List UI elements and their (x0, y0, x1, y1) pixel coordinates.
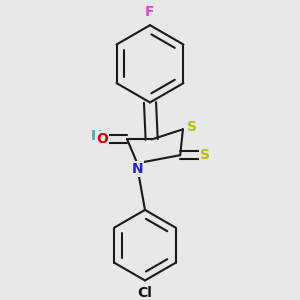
Text: F: F (145, 5, 155, 20)
Text: O: O (96, 132, 108, 146)
Text: Cl: Cl (137, 286, 152, 300)
Text: N: N (131, 162, 143, 176)
Text: S: S (187, 120, 197, 134)
Text: S: S (200, 148, 210, 162)
Text: H: H (90, 129, 102, 143)
